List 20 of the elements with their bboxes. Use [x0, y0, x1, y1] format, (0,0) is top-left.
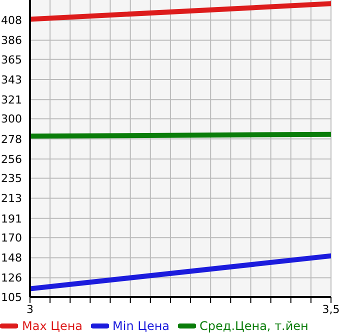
- y-tick-label: 148: [1, 252, 22, 265]
- legend-label: Max Цена: [22, 319, 83, 333]
- legend-label: Сред.Цена, т.йен: [200, 319, 308, 333]
- y-tick-label: 408: [1, 14, 22, 28]
- y-tick-label: 321: [1, 94, 22, 107]
- y-tick-label: 278: [1, 132, 22, 146]
- x-tick-label: 3,5: [322, 302, 340, 316]
- x-tick-label: 3: [26, 302, 34, 316]
- y-tick-label: 126: [1, 272, 22, 285]
- y-tick-label: 256: [1, 152, 22, 166]
- y-tick-label: 191: [1, 212, 22, 226]
- y-tick-label: 365: [1, 53, 22, 66]
- y-tick-label: 213: [1, 192, 22, 206]
- y-tick-label: 343: [1, 73, 22, 86]
- y-tick-label: 235: [1, 172, 22, 186]
- y-tick-label: 300: [1, 112, 22, 126]
- y-tick-label: 105: [1, 290, 22, 304]
- y-tick-label: 170: [1, 232, 22, 245]
- legend-label: Min Цена: [112, 319, 170, 333]
- y-tick-label: 386: [1, 34, 22, 48]
